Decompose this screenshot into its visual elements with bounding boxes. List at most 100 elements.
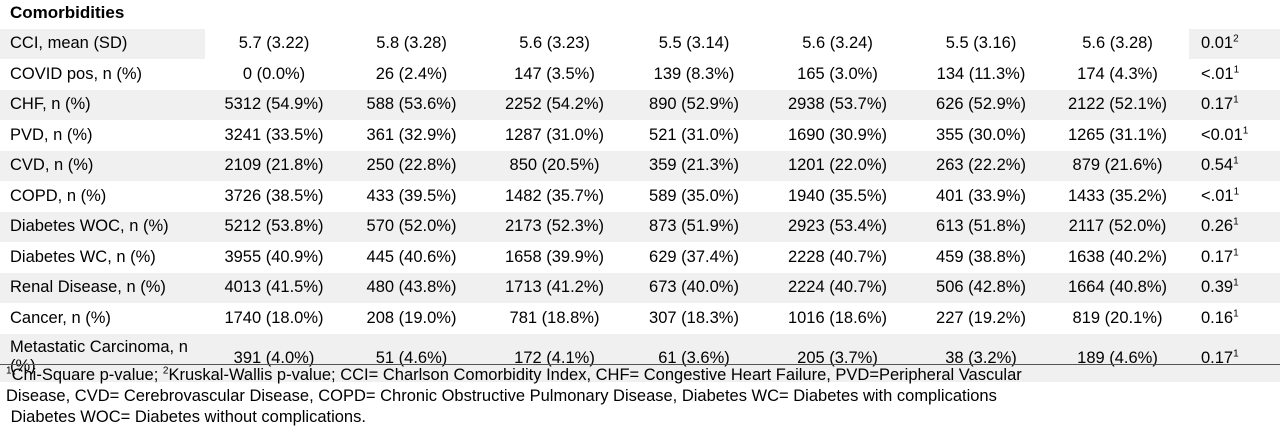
p-value-footnote-marker: 1 bbox=[1233, 216, 1239, 228]
p-value: 0.01 bbox=[1201, 34, 1234, 53]
table-row: Renal Disease, n (%) 4013 (41.5%) 480 (43.… bbox=[0, 272, 1280, 304]
data-cell: 459 (38.8%) bbox=[916, 242, 1046, 273]
row-label: CCI, mean (SD) bbox=[0, 29, 205, 60]
row-label: COPD, n (%) bbox=[0, 181, 205, 212]
data-cell: 263 (22.2%) bbox=[916, 150, 1046, 182]
p-value-footnote-marker: 1 bbox=[1233, 186, 1240, 198]
footnote-divider bbox=[0, 364, 1280, 365]
data-cell: 51 (4.6%) bbox=[343, 333, 480, 383]
p-value: <.01 bbox=[1201, 64, 1234, 83]
p-value-cell: 0.161 bbox=[1189, 303, 1280, 334]
data-cell: 189 (4.6%) bbox=[1046, 333, 1189, 383]
p-value-footnote-marker: 1 bbox=[1233, 94, 1239, 106]
data-cell: 2122 (52.1%) bbox=[1046, 89, 1189, 121]
row-label: COVID pos, n (%) bbox=[0, 59, 205, 90]
table-body: CCI, mean (SD) 5.7 (3.22) 5.8 (3.28) 5.6 (3… bbox=[0, 29, 1280, 383]
p-value-cell: <0.011 bbox=[1189, 120, 1280, 151]
data-cell: 3241 (33.5%) bbox=[205, 120, 343, 151]
footnote-line-3: Diabetes WOC= Diabetes without complicat… bbox=[6, 408, 366, 426]
data-cell: 5312 (54.9%) bbox=[205, 89, 343, 121]
data-cell: 3955 (40.9%) bbox=[205, 242, 343, 273]
p-value: <0.01 bbox=[1201, 125, 1243, 144]
data-cell: 2938 (53.7%) bbox=[759, 89, 916, 121]
data-cell: 613 (51.8%) bbox=[916, 211, 1046, 243]
data-cell: 5.6 (3.23) bbox=[480, 29, 629, 60]
data-cell: 2109 (21.8%) bbox=[205, 150, 343, 182]
data-cell: 626 (52.9%) bbox=[916, 89, 1046, 121]
table-row: CHF, n (%) 5312 (54.9%) 588 (53.6%) 2252 (5… bbox=[0, 89, 1280, 121]
data-cell: 879 (21.6%) bbox=[1046, 150, 1189, 182]
footnote-line-1: 1Chi-Square p-value; 2Kruskal-Wallis p-v… bbox=[6, 365, 1266, 386]
footnote-marker-1: 1 bbox=[6, 365, 12, 377]
data-cell: 2173 (52.3%) bbox=[480, 211, 629, 243]
data-cell: 61 (3.6%) bbox=[629, 333, 759, 383]
p-value: 0.17 bbox=[1201, 247, 1234, 266]
data-cell: 5.5 (3.16) bbox=[916, 29, 1046, 60]
p-value-cell: 0.541 bbox=[1189, 150, 1280, 182]
data-cell: 2923 (53.4%) bbox=[759, 211, 916, 243]
data-cell: 1287 (31.0%) bbox=[480, 120, 629, 151]
data-cell: 873 (51.9%) bbox=[629, 211, 759, 243]
p-value-footnote-marker: 1 bbox=[1242, 125, 1249, 137]
p-value-cell: 0.012 bbox=[1189, 29, 1280, 60]
table-row: Cancer, n (%) 1740 (18.0%) 208 (19.0%) 781 … bbox=[0, 303, 1280, 334]
footnote-text-1b: Kruskal-Wallis p-value; CCI= Charlson Co… bbox=[168, 366, 1022, 384]
p-value-footnote-marker: 1 bbox=[1233, 277, 1239, 289]
row-label: Diabetes WC, n (%) bbox=[0, 242, 205, 273]
p-value-footnote-marker: 2 bbox=[1233, 33, 1239, 45]
row-label: Metastatic Carcinoma, n (%) bbox=[0, 333, 205, 383]
data-cell: 3726 (38.5%) bbox=[205, 181, 343, 212]
p-value-footnote-marker: 1 bbox=[1233, 348, 1239, 359]
data-cell: 445 (40.6%) bbox=[343, 242, 480, 273]
data-cell: 361 (32.9%) bbox=[343, 120, 480, 151]
data-cell: 134 (11.3%) bbox=[916, 59, 1046, 90]
data-cell: 165 (3.0%) bbox=[759, 59, 916, 90]
data-cell: 1940 (35.5%) bbox=[759, 181, 916, 212]
data-cell: 5.6 (3.28) bbox=[1046, 29, 1189, 60]
p-value-footnote-marker: 1 bbox=[1233, 64, 1240, 76]
data-cell: 1658 (39.9%) bbox=[480, 242, 629, 273]
p-value: 0.54 bbox=[1201, 156, 1234, 175]
table-row: Diabetes WOC, n (%) 5212 (53.8%) 570 (52.0… bbox=[0, 211, 1280, 243]
data-cell: 1201 (22.0%) bbox=[759, 150, 916, 182]
data-cell: 5.5 (3.14) bbox=[629, 29, 759, 60]
table-row: COVID pos, n (%) 0 (0.0%) 26 (2.4%) 147 (3.… bbox=[0, 59, 1280, 90]
data-cell: 1690 (30.9%) bbox=[759, 120, 916, 151]
data-cell: 147 (3.5%) bbox=[480, 59, 629, 90]
p-value-cell: 0.171 bbox=[1189, 242, 1280, 273]
data-cell: 391 (4.0%) bbox=[205, 333, 343, 383]
section-title: Comorbidities bbox=[10, 3, 125, 22]
p-value-footnote-marker: 1 bbox=[1233, 308, 1239, 320]
row-label: PVD, n (%) bbox=[0, 120, 205, 151]
data-cell: 1433 (35.2%) bbox=[1046, 181, 1189, 212]
data-cell: 205 (3.7%) bbox=[759, 333, 916, 383]
data-cell: 850 (20.5%) bbox=[480, 150, 629, 182]
p-value: 0.26 bbox=[1201, 217, 1234, 236]
data-cell: 781 (18.8%) bbox=[480, 303, 629, 334]
data-cell: 227 (19.2%) bbox=[916, 303, 1046, 334]
data-cell: 0 (0.0%) bbox=[205, 59, 343, 90]
p-value-footnote-marker: 1 bbox=[1233, 247, 1239, 259]
p-value-footnote-marker: 1 bbox=[1233, 155, 1239, 167]
footnote: 1Chi-Square p-value; 2Kruskal-Wallis p-v… bbox=[6, 365, 1266, 428]
data-cell: 208 (19.0%) bbox=[343, 303, 480, 334]
data-cell: 480 (43.8%) bbox=[343, 272, 480, 304]
comorbidities-table: CCI, mean (SD) 5.7 (3.22) 5.8 (3.28) 5.6 (3… bbox=[0, 29, 1280, 383]
p-value: 0.39 bbox=[1201, 278, 1234, 297]
data-cell: 521 (31.0%) bbox=[629, 120, 759, 151]
data-cell: 5.7 (3.22) bbox=[205, 29, 343, 60]
row-label: CHF, n (%) bbox=[0, 89, 205, 121]
data-cell: 174 (4.3%) bbox=[1046, 59, 1189, 90]
data-cell: 250 (22.8%) bbox=[343, 150, 480, 182]
table-row: PVD, n (%) 3241 (33.5%) 361 (32.9%) 1287 (3… bbox=[0, 120, 1280, 151]
data-cell: 139 (8.3%) bbox=[629, 59, 759, 90]
data-cell: 307 (18.3%) bbox=[629, 303, 759, 334]
data-cell: 506 (42.8%) bbox=[916, 272, 1046, 304]
row-label: Cancer, n (%) bbox=[0, 303, 205, 334]
data-cell: 588 (53.6%) bbox=[343, 89, 480, 121]
p-value-cell: <.011 bbox=[1189, 181, 1280, 212]
p-value: 0.16 bbox=[1201, 308, 1234, 327]
row-label: Renal Disease, n (%) bbox=[0, 272, 205, 304]
footnote-text-1a: Chi-Square p-value; bbox=[11, 366, 163, 384]
p-value-cell: 0.391 bbox=[1189, 272, 1280, 304]
